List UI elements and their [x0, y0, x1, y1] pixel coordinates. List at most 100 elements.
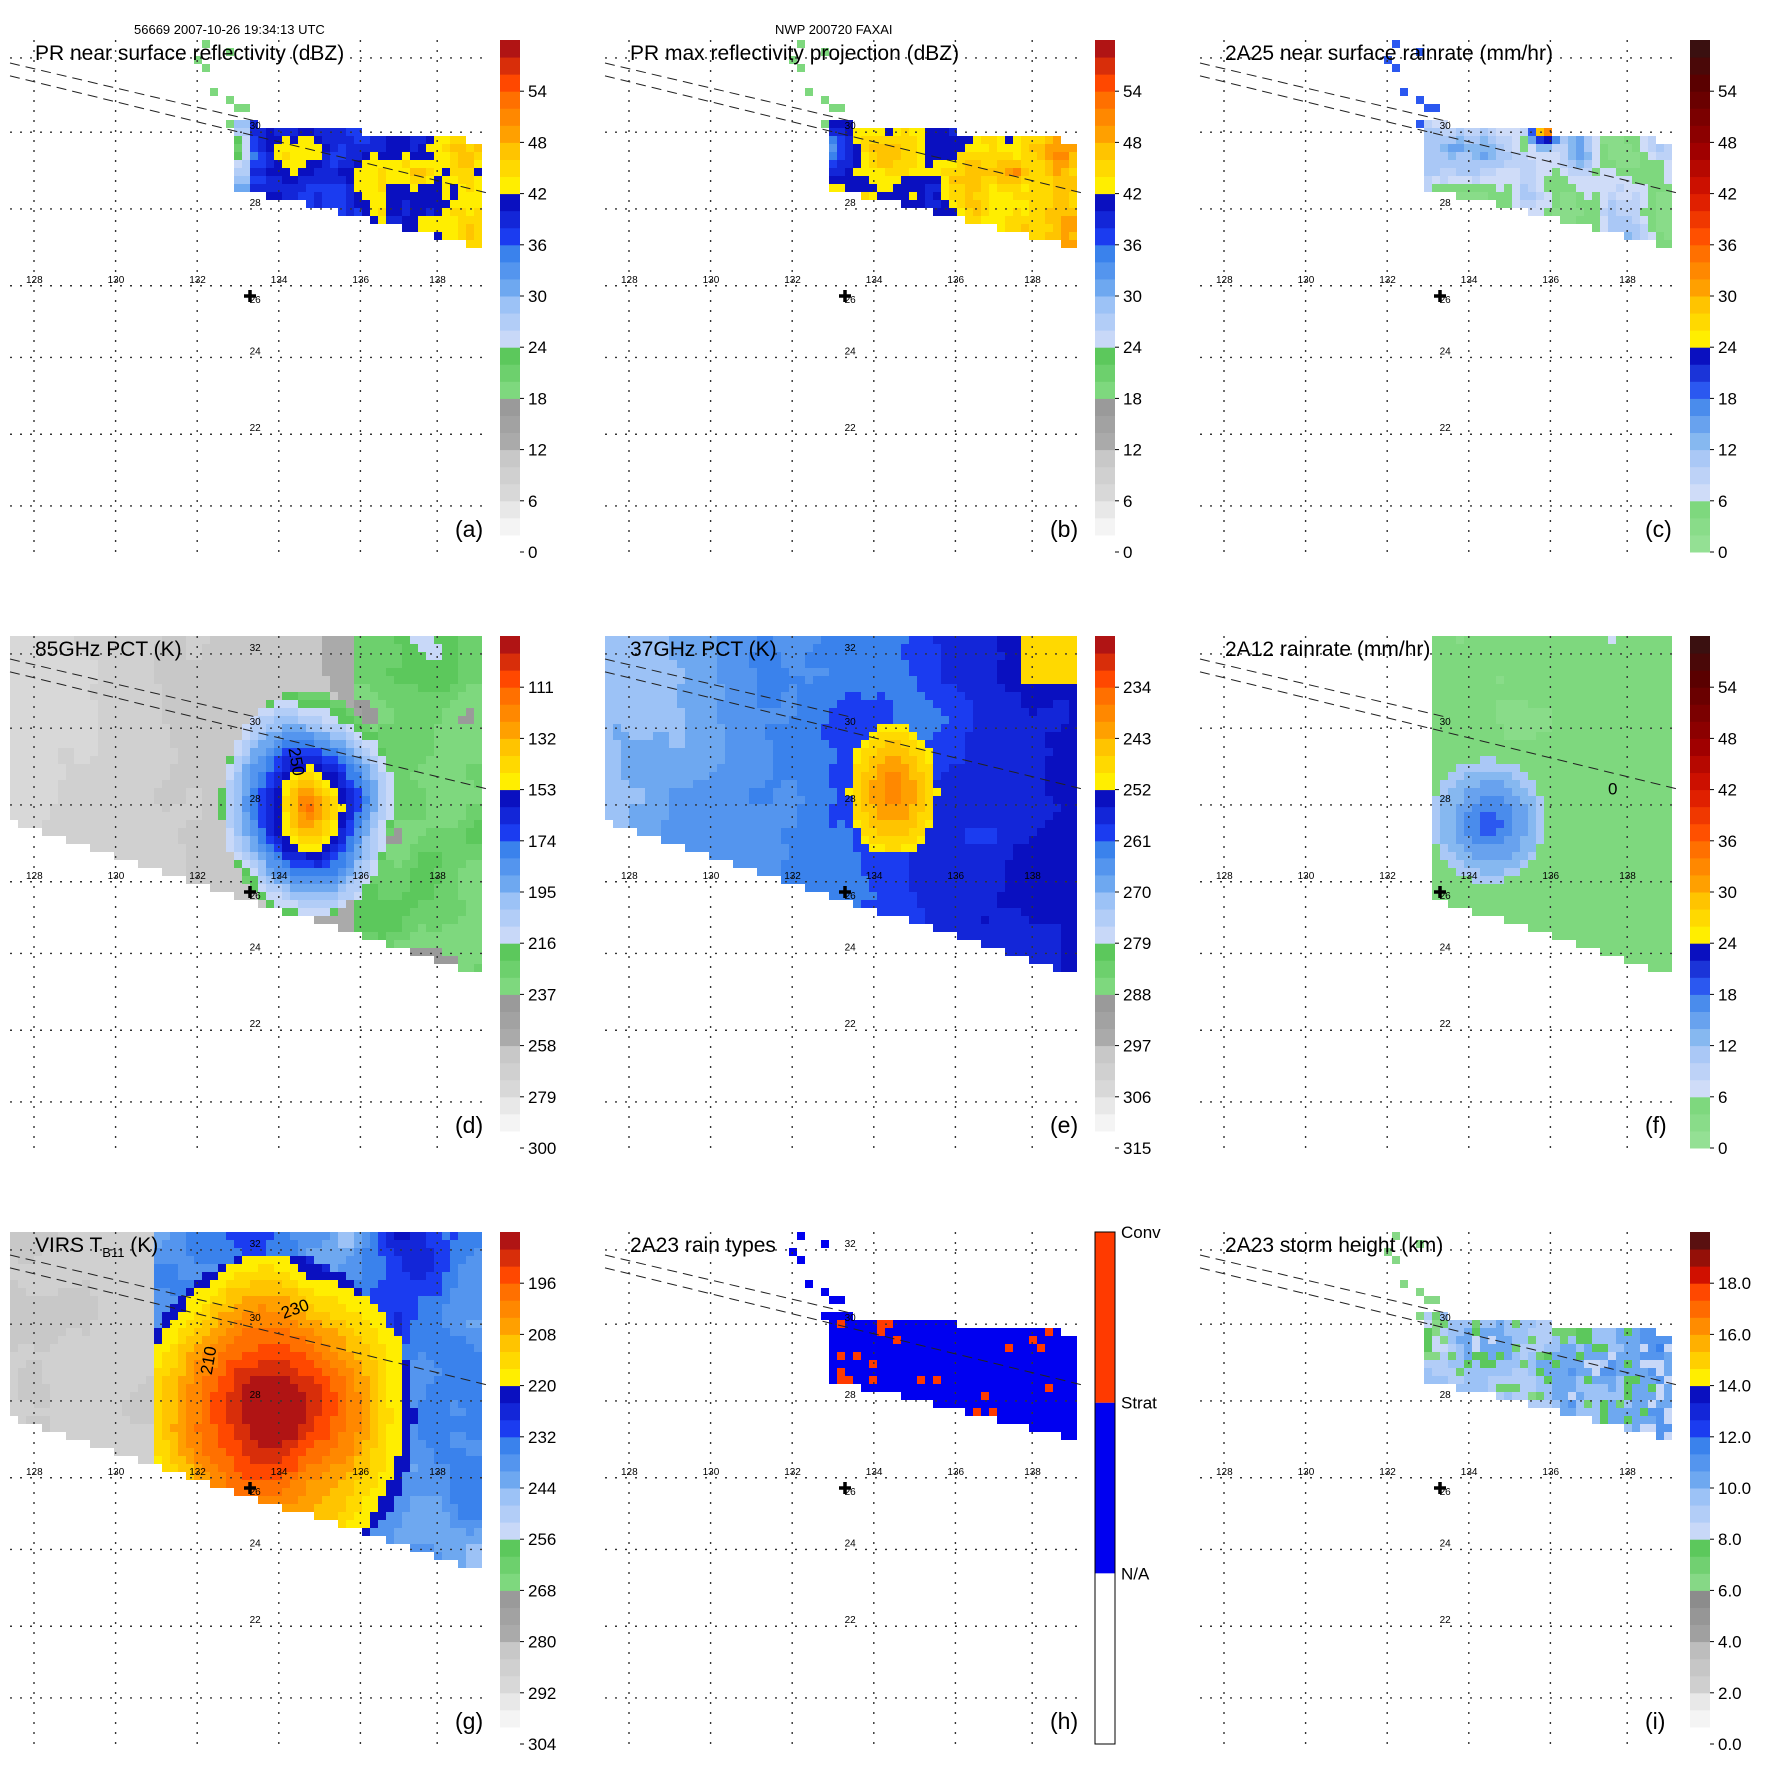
data-cell	[434, 652, 442, 660]
data-cell	[1432, 168, 1440, 176]
data-cell	[693, 740, 701, 748]
data-cell	[1520, 176, 1528, 184]
data-cell	[458, 168, 466, 176]
data-cell	[669, 740, 677, 748]
data-cell	[909, 200, 917, 208]
data-cell	[965, 136, 973, 144]
data-cell	[90, 772, 98, 780]
data-cell	[378, 868, 386, 876]
data-cell	[925, 708, 933, 716]
data-cell	[869, 748, 877, 756]
data-field	[789, 40, 1077, 248]
data-cell	[997, 764, 1005, 772]
data-cell	[1013, 852, 1021, 860]
data-cell	[426, 868, 434, 876]
data-cell	[829, 660, 837, 668]
data-cell	[925, 684, 933, 692]
data-cell	[402, 788, 410, 796]
data-cell	[370, 708, 378, 716]
data-cell	[218, 684, 226, 692]
data-cell	[1005, 660, 1013, 668]
data-cell	[458, 748, 466, 756]
data-cell	[1512, 200, 1520, 208]
data-cell	[1424, 104, 1432, 112]
data-cell	[426, 844, 434, 852]
data-cell	[845, 788, 853, 796]
data-cell	[941, 796, 949, 804]
data-cell	[1005, 136, 1013, 144]
data-cell	[1544, 184, 1552, 192]
data-cell	[725, 668, 733, 676]
data-cell	[306, 684, 314, 692]
data-cell	[965, 636, 973, 644]
colorbar-segment	[500, 261, 520, 280]
data-cell	[1037, 160, 1045, 168]
data-cell	[1656, 160, 1664, 168]
data-cell	[1037, 812, 1045, 820]
data-cell	[26, 772, 34, 780]
data-cell	[114, 820, 122, 828]
data-cell	[90, 780, 98, 788]
data-cell	[386, 868, 394, 876]
data-cell	[202, 660, 210, 668]
data-cell	[362, 852, 370, 860]
data-cell	[346, 764, 354, 772]
data-cell	[1053, 804, 1061, 812]
data-cell	[154, 748, 162, 756]
data-cell	[418, 908, 426, 916]
data-cell	[98, 676, 106, 684]
data-cell	[1448, 168, 1456, 176]
data-cell	[629, 708, 637, 716]
data-cell	[621, 740, 629, 748]
data-cell	[138, 828, 146, 836]
data-cell	[797, 868, 805, 876]
data-cell	[474, 868, 482, 876]
data-cell	[218, 868, 226, 876]
data-cell	[250, 160, 258, 168]
data-cell	[346, 192, 354, 200]
data-cell	[186, 708, 194, 716]
data-cell	[282, 748, 290, 756]
data-cell	[701, 716, 709, 724]
data-cell	[933, 152, 941, 160]
data-cell	[805, 860, 813, 868]
data-cell	[893, 740, 901, 748]
data-cell	[869, 708, 877, 716]
data-cell	[346, 900, 354, 908]
data-cell	[442, 828, 450, 836]
colorbar-tick-label: 48	[528, 133, 547, 152]
data-cell	[1664, 168, 1672, 176]
data-cell	[434, 924, 442, 932]
data-cell	[474, 724, 482, 732]
data-cell	[957, 788, 965, 796]
data-cell	[18, 676, 26, 684]
data-cell	[677, 788, 685, 796]
data-cell	[1504, 168, 1512, 176]
data-cell	[797, 788, 805, 796]
data-cell	[162, 684, 170, 692]
data-cell	[1480, 184, 1488, 192]
data-cell	[677, 764, 685, 772]
data-cell	[370, 860, 378, 868]
data-cell	[1021, 828, 1029, 836]
data-cell	[402, 644, 410, 652]
data-cell	[170, 724, 178, 732]
data-cell	[925, 716, 933, 724]
data-cell	[957, 860, 965, 868]
data-cell	[138, 708, 146, 716]
data-cell	[410, 884, 418, 892]
data-cell	[330, 716, 338, 724]
data-cell	[925, 136, 933, 144]
data-cell	[1069, 812, 1077, 820]
data-cell	[250, 780, 258, 788]
data-cell	[42, 724, 50, 732]
data-cell	[845, 716, 853, 724]
data-cell	[1560, 144, 1568, 152]
data-cell	[653, 804, 661, 812]
data-cell	[1005, 644, 1013, 652]
data-cell	[949, 160, 957, 168]
data-cell	[637, 788, 645, 796]
data-cell	[42, 636, 50, 644]
data-cell	[773, 700, 781, 708]
